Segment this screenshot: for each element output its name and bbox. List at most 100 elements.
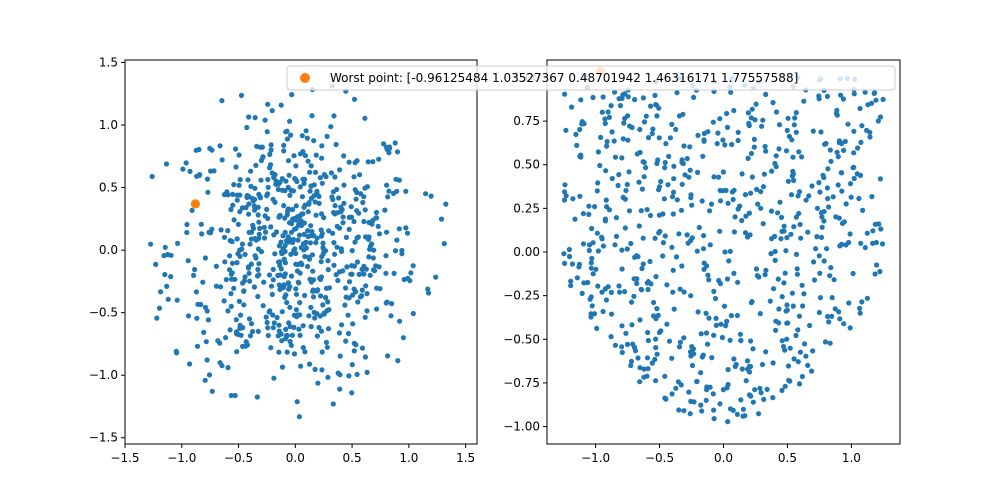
left-data-point	[441, 241, 447, 247]
right-data-point	[825, 313, 831, 320]
left-data-point	[204, 176, 211, 182]
left-data-point	[229, 260, 236, 266]
left-data-point	[263, 229, 269, 235]
left-data-point	[354, 259, 361, 265]
left-data-point	[185, 258, 191, 264]
left-data-point	[217, 360, 223, 366]
left-data-point	[370, 159, 376, 165]
right-data-point	[608, 311, 615, 317]
left-data-point	[376, 156, 382, 162]
left-data-point	[310, 268, 316, 274]
right-data-point	[656, 184, 663, 190]
right-data-point	[678, 382, 684, 388]
right-data-point	[859, 123, 865, 129]
left-data-point	[282, 260, 288, 266]
left-data-point	[254, 394, 260, 400]
left-data-point	[314, 333, 320, 339]
right-data-point	[707, 208, 713, 214]
right-data-point	[813, 246, 819, 252]
right-data-point	[695, 169, 701, 175]
left-data-point	[384, 229, 390, 235]
right-data-point	[619, 349, 625, 356]
left-data-point	[291, 153, 297, 159]
right-data-point	[784, 235, 790, 241]
right-data-point	[779, 228, 785, 234]
right-data-point	[600, 243, 607, 249]
left-data-point	[232, 392, 238, 399]
right-data-point	[632, 348, 639, 354]
left-data-point	[187, 361, 193, 367]
right-data-point	[790, 171, 796, 177]
right-data-point	[699, 408, 705, 414]
left-data-point	[221, 234, 228, 240]
right-data-point	[770, 100, 776, 106]
left-axes-frame	[124, 59, 478, 445]
right-data-point	[779, 338, 785, 344]
left-data-point	[443, 201, 449, 207]
left-data-point	[388, 313, 394, 319]
right-data-point	[562, 260, 568, 266]
right-data-point	[777, 199, 783, 205]
right-data-point	[577, 126, 583, 133]
right-data-point	[776, 122, 783, 128]
left-xtick-label: −0.5	[224, 451, 253, 465]
left-data-point	[315, 380, 321, 386]
right-data-point	[624, 341, 631, 347]
left-data-point	[392, 140, 398, 146]
left-data-point	[369, 241, 375, 247]
left-data-point	[325, 258, 331, 264]
left-data-point	[203, 339, 209, 345]
left-data-point	[312, 315, 318, 321]
right-data-point	[732, 214, 738, 220]
left-data-point	[267, 165, 273, 171]
right-data-point	[561, 197, 568, 203]
right-data-point	[652, 235, 658, 241]
left-data-point	[312, 199, 318, 205]
right-data-point	[623, 330, 629, 336]
right-data-point	[673, 254, 680, 260]
right-data-point	[760, 221, 766, 227]
left-data-point	[284, 136, 290, 142]
right-data-point	[811, 259, 817, 265]
left-data-point	[425, 286, 431, 292]
left-data-point	[372, 268, 378, 274]
right-data-point	[759, 123, 765, 129]
left-data-point	[328, 170, 334, 176]
right-data-point	[752, 387, 758, 393]
left-data-point	[265, 101, 271, 107]
left-data-point	[256, 219, 262, 225]
left-data-point	[351, 96, 358, 102]
right-data-point	[762, 143, 768, 150]
right-data-point	[569, 104, 575, 110]
left-data-point	[318, 293, 324, 299]
left-data-point	[235, 251, 241, 257]
right-ytick-label: 0.50	[513, 158, 540, 172]
right-data-point	[724, 124, 731, 130]
left-data-point	[278, 266, 284, 272]
left-scatter-panel: −1.5 −1.0 −0.5 0.0 0.5 1.0 1.5 −1.5 −1.0 −0.5 0.0 0…	[89, 56, 478, 465]
right-data-point	[800, 303, 806, 309]
left-data-point	[222, 259, 228, 265]
right-data-point	[847, 325, 853, 331]
right-data-point	[757, 311, 763, 317]
left-data-point	[276, 349, 282, 355]
left-data-point	[168, 274, 174, 280]
left-data-point	[271, 320, 277, 326]
right-data-point	[588, 260, 594, 266]
right-data-point	[821, 218, 827, 224]
left-data-point	[407, 278, 413, 284]
left-data-point	[198, 301, 204, 308]
right-data-point	[775, 210, 781, 216]
left-data-point	[279, 251, 285, 257]
right-data-point	[586, 247, 592, 254]
left-data-point	[234, 329, 240, 335]
right-data-point	[616, 289, 623, 295]
right-data-point	[723, 323, 729, 329]
left-data-point	[342, 302, 348, 308]
left-data-point	[158, 289, 164, 295]
left-data-point	[149, 173, 155, 180]
left-data-point	[364, 291, 370, 297]
right-data-point	[845, 121, 851, 127]
left-data-point	[228, 392, 234, 399]
right-data-point	[824, 185, 831, 191]
